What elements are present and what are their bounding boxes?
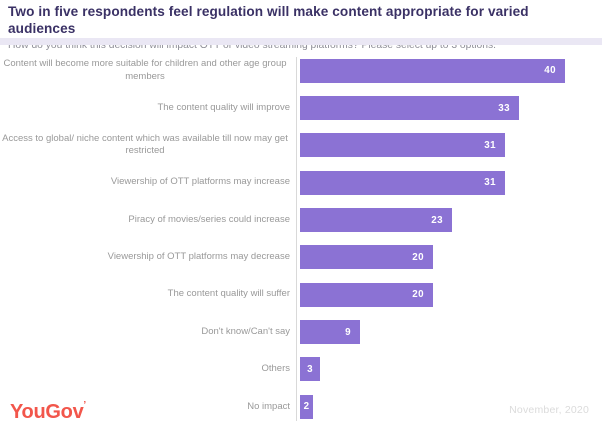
bar-cell: 20: [300, 282, 433, 307]
value-label: 33: [498, 102, 510, 114]
chart-header: Two in five respondents feel regulation …: [8, 3, 596, 52]
chart-row: Viewership of OTT platforms may decrease…: [0, 239, 602, 276]
category-label-cell: Others: [0, 363, 290, 376]
bar: 31: [300, 170, 505, 195]
value-label: 40: [544, 65, 556, 77]
bar: 31: [300, 133, 505, 158]
chart-row: The content quality will suffer 20: [0, 276, 602, 313]
bar: 9: [300, 320, 360, 345]
category-label-cell: The content quality will suffer: [0, 288, 290, 301]
category-label-cell: The content quality will improve: [0, 102, 290, 115]
value-label: 20: [412, 251, 424, 263]
category-label-cell: Viewership of OTT platforms may decrease: [0, 251, 290, 264]
bar: 20: [300, 282, 433, 307]
category-label: Piracy of movies/series could increase: [128, 213, 290, 225]
bar-cell: 31: [300, 133, 505, 158]
category-label: Don't know/Can't say: [201, 325, 290, 337]
chart-row: Others 3: [0, 351, 602, 388]
bar: 33: [300, 96, 519, 121]
chart-row: Access to global/ niche content which wa…: [0, 127, 602, 164]
category-label: Content will become more suitable for ch…: [3, 58, 287, 82]
divider-strip: [0, 38, 602, 45]
category-label-cell: Access to global/ niche content which wa…: [0, 133, 290, 158]
category-label: Viewership of OTT platforms may increase: [110, 176, 290, 188]
bar-cell: 2: [300, 394, 313, 419]
chart-title: Two in five respondents feel regulation …: [8, 4, 529, 36]
category-label: The content quality will improve: [157, 101, 290, 113]
category-label: Others: [261, 363, 290, 375]
category-label-cell: Viewership of OTT platforms may increase: [0, 176, 290, 189]
bar-chart: Content will become more suitable for ch…: [0, 52, 602, 428]
category-label-cell: No impact: [0, 401, 290, 414]
bar-cell: 23: [300, 208, 452, 233]
bar: 20: [300, 245, 433, 270]
category-label-cell: Don't know/Can't say: [0, 326, 290, 339]
chart-subtitle: How do you think this decision will impa…: [8, 40, 496, 51]
bar: 3: [300, 357, 320, 382]
bar-cell: 40: [300, 58, 565, 83]
value-label: 3: [307, 363, 313, 375]
bar: 40: [300, 58, 565, 83]
yougov-logo: YouGov’: [10, 400, 87, 424]
chart-row: No impact 2: [0, 388, 602, 425]
bar-cell: 33: [300, 96, 519, 121]
chart-rows: Content will become more suitable for ch…: [0, 52, 602, 425]
category-label-cell: Piracy of movies/series could increase: [0, 214, 290, 227]
bar: 2: [300, 394, 313, 419]
value-label: 9: [345, 326, 351, 338]
category-label: Access to global/ niche content which wa…: [2, 132, 288, 157]
category-label: Viewership of OTT platforms may decrease: [107, 251, 290, 263]
value-label: 31: [484, 177, 496, 189]
bar-cell: 9: [300, 320, 360, 345]
bar: 23: [300, 208, 452, 233]
value-label: 23: [431, 214, 443, 226]
value-label: 20: [412, 289, 424, 301]
yougov-trademark-tick: ’: [83, 400, 87, 411]
bar-cell: 20: [300, 245, 433, 270]
chart-row: Don't know/Can't say 9: [0, 313, 602, 350]
category-label-cell: Content will become more suitable for ch…: [0, 58, 290, 83]
category-label: The content quality will suffer: [167, 288, 290, 300]
category-axis-line: [296, 57, 297, 421]
bar-cell: 31: [300, 170, 505, 195]
value-label: 31: [484, 139, 496, 151]
value-label: 2: [303, 401, 310, 413]
chart-row: Content will become more suitable for ch…: [0, 52, 602, 89]
chart-row: Viewership of OTT platforms may increase…: [0, 164, 602, 201]
yougov-logo-text: YouGov: [10, 401, 84, 423]
chart-row: Piracy of movies/series could increase 23: [0, 201, 602, 238]
chart-row: The content quality will improve 33: [0, 89, 602, 126]
date-label: November, 2020: [509, 404, 589, 416]
category-label: No impact: [247, 400, 290, 412]
bar-cell: 3: [300, 357, 320, 382]
